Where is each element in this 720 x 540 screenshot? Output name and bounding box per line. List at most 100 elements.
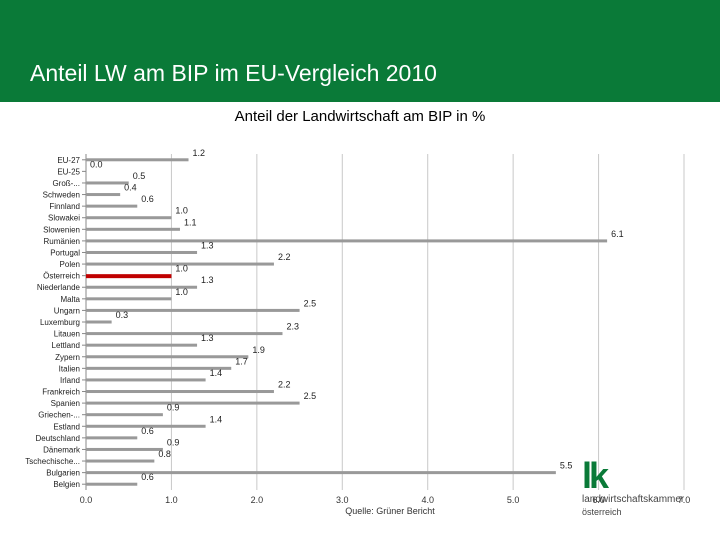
data-label: 2.3 [286, 322, 299, 332]
bar [86, 285, 198, 289]
bar [86, 181, 129, 185]
data-label: 1.3 [201, 240, 214, 250]
bar [86, 355, 249, 359]
data-label: 0.9 [167, 403, 180, 413]
category-label: EU-27 [57, 156, 80, 165]
category-label: Dänemark [43, 445, 81, 454]
category-label: Belgien [53, 480, 80, 489]
bar [86, 297, 172, 301]
data-label: 0.8 [158, 449, 171, 459]
data-label: 2.5 [304, 298, 317, 308]
data-label: 1.0 [175, 206, 188, 216]
data-label: 0.0 [90, 159, 103, 169]
x-tick-label: 7.0 [678, 495, 691, 505]
category-label: Slowakei [48, 214, 80, 223]
bar [86, 158, 189, 162]
bar [86, 262, 274, 266]
data-label: 2.5 [304, 391, 317, 401]
lk-logo-line1: landwirtschaftskammer [582, 494, 685, 505]
category-label: Groß-... [52, 179, 80, 188]
category-label: Niederlande [37, 283, 81, 292]
x-tick-label: 3.0 [336, 495, 349, 505]
page-title: Anteil LW am BIP im EU-Vergleich 2010 [30, 60, 437, 86]
category-label: Bulgarien [46, 469, 80, 478]
bar [86, 366, 232, 370]
lk-logo: lk landwirtschaftskammer österreich [582, 458, 692, 518]
bar [86, 274, 172, 279]
x-tick-label: 1.0 [165, 495, 178, 505]
lk-logo-mark: lk [582, 455, 609, 496]
category-label: Slowenien [43, 225, 80, 234]
data-label: 1.9 [252, 345, 265, 355]
x-tick-label: 2.0 [251, 495, 264, 505]
category-label: Italien [59, 364, 80, 373]
category-label: Schweden [43, 191, 80, 200]
category-label: Spanien [51, 399, 80, 408]
bar [86, 459, 155, 463]
category-label: Finnland [49, 202, 80, 211]
category-label: Luxemburg [40, 318, 80, 327]
category-label: Österreich [43, 272, 80, 281]
data-label: 0.5 [133, 171, 146, 181]
bar [86, 447, 163, 451]
bar [86, 320, 112, 324]
bar [86, 216, 172, 220]
chart-title: Anteil der Landwirtschaft am BIP in % [234, 108, 486, 125]
category-label: Rumänien [44, 237, 80, 246]
data-label: 0.3 [116, 310, 129, 320]
bar [86, 239, 608, 243]
data-label: 1.2 [193, 148, 206, 158]
bar [86, 424, 206, 428]
category-label: Frankreich [42, 388, 80, 397]
category-label: Tschechische... [25, 457, 80, 466]
bar [86, 250, 198, 254]
bar [86, 413, 163, 417]
data-label: 6.1 [611, 229, 624, 239]
bar [86, 390, 274, 394]
bar [86, 471, 556, 475]
x-tick-label: 4.0 [421, 495, 434, 505]
data-label: 0.9 [167, 437, 180, 447]
x-tick-label: 6.0 [592, 495, 605, 505]
bar [86, 227, 180, 231]
bar [86, 204, 138, 208]
data-label: 1.4 [210, 368, 223, 378]
category-label: Estland [53, 422, 80, 431]
data-label: 1.0 [175, 287, 188, 297]
data-label: 1.3 [201, 333, 214, 343]
category-label: Zypern [55, 353, 80, 362]
data-label: 2.2 [278, 380, 291, 390]
data-label: 0.6 [141, 472, 154, 482]
header-bar: Anteil LW am BIP im EU-Vergleich 2010 [0, 0, 720, 102]
bar [86, 482, 138, 486]
x-tick-label: 5.0 [507, 495, 520, 505]
x-tick-label: 0.0 [80, 495, 93, 505]
category-label: Lettland [52, 341, 80, 350]
data-label: 1.0 [175, 264, 188, 274]
data-label: 0.6 [141, 194, 154, 204]
bar [86, 193, 121, 197]
lk-logo-line2: österreich [582, 507, 622, 517]
category-label: Polen [60, 260, 80, 269]
bar [86, 308, 300, 312]
data-label: 2.2 [278, 252, 291, 262]
data-label: 0.6 [141, 426, 154, 436]
category-label: Ungarn [54, 306, 80, 315]
category-label: Griechen-... [38, 411, 80, 420]
category-label: Deutschland [36, 434, 80, 443]
category-label: Malta [60, 295, 80, 304]
source-note: Quelle: Grüner Bericht [345, 506, 435, 516]
category-label: Irland [60, 376, 80, 385]
data-label: 1.4 [210, 414, 223, 424]
data-label: 1.7 [235, 356, 248, 366]
bar [86, 343, 198, 347]
data-label: 1.1 [184, 217, 197, 227]
category-label: Portugal [50, 248, 80, 257]
bar [86, 332, 283, 336]
data-label: 1.3 [201, 275, 214, 285]
category-label: EU-25 [57, 167, 80, 176]
data-label: 0.4 [124, 183, 137, 193]
bar [86, 436, 138, 440]
category-label: Litauen [54, 330, 80, 339]
